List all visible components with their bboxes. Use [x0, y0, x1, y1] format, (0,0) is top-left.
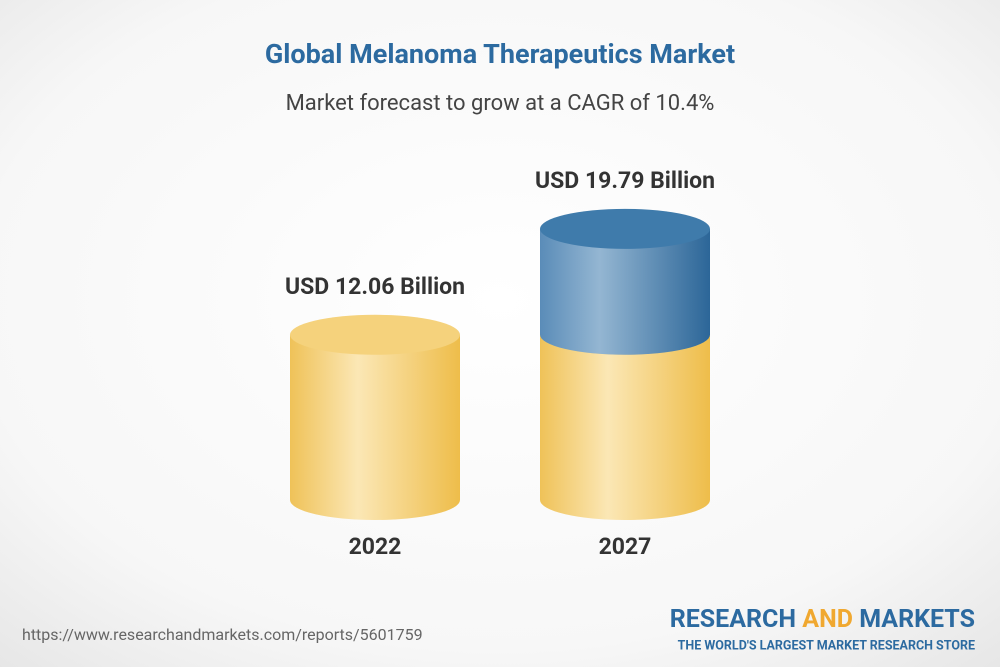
- logo-word: AND: [802, 605, 853, 634]
- logo-word: RESEARCH: [670, 605, 796, 634]
- cylinder-body: [540, 228, 710, 355]
- x-tick-label: 2027: [599, 533, 652, 560]
- cylinder-top: [540, 208, 710, 249]
- x-tick-label: 2022: [349, 533, 402, 560]
- cylinder-top: [290, 314, 460, 355]
- logo-word: MARKETS: [859, 605, 975, 634]
- logo: RESEARCH AND MARKETS: [670, 605, 975, 634]
- source-url: https://www.researchandmarkets.com/repor…: [22, 625, 423, 644]
- cylinder-body: [540, 334, 710, 520]
- value-label: USD 19.79 Billion: [535, 167, 715, 194]
- cylinder-body: [290, 334, 460, 520]
- bar: [540, 208, 710, 520]
- bar: [290, 314, 460, 520]
- value-label: USD 12.06 Billion: [285, 273, 465, 300]
- chart-subtitle: Market forecast to grow at a CAGR of 10.…: [286, 91, 715, 116]
- chart-title: Global Melanoma Therapeutics Market: [265, 38, 735, 70]
- logo-tagline: THE WORLD'S LARGEST MARKET RESEARCH STOR…: [678, 638, 975, 653]
